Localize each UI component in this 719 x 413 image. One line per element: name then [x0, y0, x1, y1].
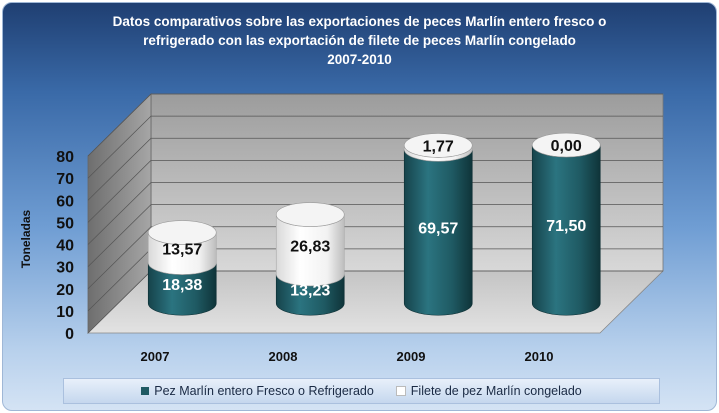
gridline — [87, 93, 663, 157]
data-label: 26,83 — [290, 238, 330, 255]
x-tick-label: 2007 — [141, 349, 170, 364]
data-label: 13,57 — [162, 242, 202, 259]
x-tick-label: 2010 — [525, 349, 554, 364]
x-tick-label: 2009 — [397, 349, 426, 364]
bar-top-cap — [147, 220, 217, 245]
gridline — [87, 204, 663, 267]
y-axis-label: Toneladas — [19, 209, 33, 268]
y-tick-label: 40 — [56, 238, 74, 255]
bar-top-cap — [403, 133, 473, 158]
y-tick-label: 30 — [56, 260, 74, 277]
legend-swatch-entero — [141, 387, 150, 395]
gridline — [87, 115, 663, 179]
y-axis: 0 10 20 30 40 50 60 70 80 — [56, 149, 74, 343]
y-tick-label: 80 — [56, 149, 74, 166]
chart-plot: 0 10 20 30 40 50 60 70 80 2007 2008 2009 2010 18,38… — [19, 93, 664, 364]
data-label: 69,57 — [418, 220, 458, 237]
bar-stack: 18,38 13,57 — [147, 220, 217, 316]
y-tick-label: 10 — [56, 304, 74, 321]
gridline — [87, 160, 663, 223]
bar-stack: 69,57 1,77 — [403, 133, 473, 316]
bar-top-cap — [531, 132, 601, 158]
bar-stack: 13,23 26,83 — [275, 202, 345, 316]
y-tick-label: 20 — [56, 282, 74, 299]
bars: 18,38 13,57 13,23 26,83 69,57 1,77 71,50 0,00 — [147, 132, 601, 316]
gridline — [87, 226, 663, 289]
legend: Pez Marlín entero Fresco o Refrigerado F… — [63, 378, 660, 404]
data-label: 18,38 — [162, 277, 202, 294]
data-label: 1,77 — [423, 138, 454, 155]
x-tick-label: 2008 — [269, 349, 298, 364]
data-label: 71,50 — [546, 218, 586, 235]
legend-item-filete: Filete de pez Marlín congelado — [395, 384, 582, 398]
data-label: 13,23 — [290, 283, 330, 300]
legend-label-entero: Pez Marlín entero Fresco o Refrigerado — [154, 384, 374, 398]
bar-top-cap — [275, 202, 345, 227]
y-tick-label: 50 — [56, 215, 74, 232]
legend-swatch-filete — [395, 386, 406, 396]
y-tick-label: 0 — [65, 326, 74, 343]
gridline — [87, 182, 663, 245]
legend-item-entero: Pez Marlín entero Fresco o Refrigerado — [141, 384, 374, 398]
data-label: 0,00 — [551, 138, 582, 155]
gridline — [87, 137, 663, 201]
x-axis: 2007 2008 2009 2010 — [141, 349, 554, 364]
bar-stack: 71,50 0,00 — [531, 132, 601, 316]
legend-label-filete: Filete de pez Marlín congelado — [410, 384, 582, 398]
y-tick-label: 70 — [56, 171, 74, 188]
y-tick-label: 60 — [56, 193, 74, 210]
chart-title: Datos comparativos sobre las exportacion… — [112, 14, 607, 67]
